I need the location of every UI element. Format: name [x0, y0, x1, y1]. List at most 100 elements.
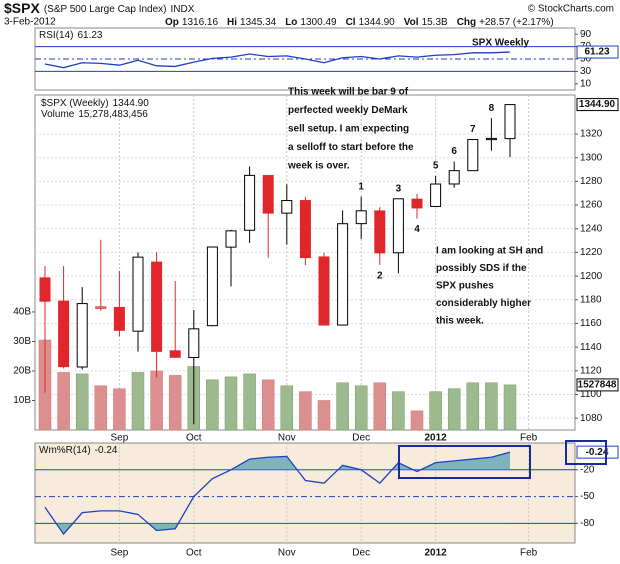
candle-body — [337, 223, 349, 326]
panel-legend: Wm%R(14) -0.24 — [39, 445, 118, 456]
x-tick-label: 2012 — [424, 548, 447, 559]
quote-value: +28.57 (+2.17%) — [479, 17, 554, 28]
volume-bar — [373, 382, 387, 431]
candle-body — [281, 200, 293, 214]
volume-bar — [243, 373, 256, 431]
quote-label: Hi — [227, 17, 237, 28]
volume-bar — [224, 376, 238, 431]
y-tick-label: 1140 — [580, 342, 602, 353]
volume-bar — [150, 370, 163, 431]
candle-body — [262, 175, 274, 214]
volume-bar — [503, 384, 517, 431]
volume-tick-label: 40B — [13, 307, 31, 318]
candle-body — [374, 210, 386, 254]
candle-body — [299, 200, 311, 259]
candle-body — [448, 170, 460, 185]
volume-bar — [466, 382, 480, 431]
annotation-line: week is over. — [287, 161, 350, 172]
y-tick-label: 1200 — [580, 271, 603, 282]
indicator-line — [44, 451, 511, 536]
volume-tick-label: 20B — [13, 366, 31, 377]
candle-body — [318, 256, 330, 326]
setup-count: 5 — [433, 161, 439, 172]
y-tick-label: 1240 — [580, 223, 603, 234]
annotation: SPX Weekly — [472, 38, 530, 49]
volume-bar — [75, 373, 89, 431]
candle-body — [76, 303, 88, 368]
quote-value: 1345.34 — [240, 17, 277, 28]
candle-body — [411, 198, 423, 209]
y-tick-label: 1260 — [580, 200, 603, 211]
series-name: Volume — [41, 109, 75, 120]
y-tick-label: 1160 — [580, 318, 602, 329]
candle-body — [132, 256, 144, 332]
candle-body — [485, 137, 497, 141]
setup-count: 6 — [451, 146, 457, 157]
setup-count: 2 — [377, 271, 383, 282]
y-tick-label: -20 — [580, 464, 595, 475]
date: 3-Feb-2012 — [4, 17, 56, 28]
volume-bar — [113, 388, 126, 431]
volume-bar — [206, 379, 219, 431]
y-tick-label: 1080 — [580, 413, 603, 424]
series-value: 15,278,483,456 — [78, 109, 148, 120]
indicator-name: Wm%R(14) — [39, 445, 91, 456]
x-tick-label: Sep — [111, 548, 129, 559]
x-tick-label: Dec — [352, 548, 370, 559]
y-tick-label: 50 — [580, 54, 592, 65]
candle-body — [467, 139, 479, 172]
candle-body — [39, 277, 51, 302]
candle-body — [392, 198, 404, 254]
candle-body — [206, 246, 218, 327]
x-tick-label: Feb — [520, 548, 538, 559]
setup-count: 4 — [414, 224, 420, 235]
quote-label: Vol — [404, 17, 419, 28]
y-tick-label: 1320 — [580, 129, 603, 140]
volume-bar — [317, 400, 331, 431]
annotation-line: sell setup. I am expecting — [288, 124, 409, 135]
candle-body — [244, 174, 256, 231]
candle-body — [113, 306, 125, 331]
y-tick-label: 1300 — [580, 152, 603, 163]
volume-bar — [168, 375, 182, 431]
last-value-tag-box — [576, 445, 619, 459]
volume-bar — [280, 385, 294, 431]
setup-count: 3 — [396, 183, 402, 194]
x-tick-label: Feb — [520, 433, 538, 444]
indicator-line — [44, 51, 511, 69]
quote-value: 15.3B — [422, 17, 448, 28]
volume-bar — [299, 391, 312, 431]
x-tick-label: Sep — [111, 433, 129, 444]
candle-body — [225, 230, 237, 248]
candle-body — [188, 328, 200, 359]
volume-tick-label: 10B — [13, 395, 31, 406]
x-tick-label: Nov — [278, 548, 296, 559]
volume-bar — [336, 382, 349, 431]
setup-count: 1 — [358, 181, 364, 192]
volume-bar — [410, 410, 424, 431]
y-tick-label: 1180 — [580, 294, 602, 305]
annotation-line: SPX pushes — [436, 281, 494, 292]
candle-body — [151, 261, 163, 352]
volume-bar — [485, 382, 498, 431]
volume-bar — [131, 372, 145, 431]
annotation-line: considerably higher — [436, 298, 531, 309]
candle-body — [169, 350, 181, 358]
candle-body — [58, 300, 70, 368]
quote-value: 1316.16 — [182, 17, 219, 28]
annotation-line: perfected weekly DeMark — [288, 105, 408, 116]
setup-count: 8 — [489, 103, 495, 114]
indicator-value: -0.24 — [95, 445, 118, 456]
candle-body — [504, 104, 516, 140]
x-tick-label: Dec — [352, 433, 370, 444]
highlight-tag-box — [565, 440, 607, 465]
highlight-box — [398, 445, 531, 479]
candle-body — [95, 306, 107, 309]
last-value-tag: 61.23 — [584, 47, 609, 58]
quote-value: 1344.90 — [359, 17, 396, 28]
quote-label: Lo — [285, 17, 297, 28]
x-tick-label: 2012 — [424, 433, 447, 444]
annotation-line: possibly SDS if the — [436, 263, 527, 274]
